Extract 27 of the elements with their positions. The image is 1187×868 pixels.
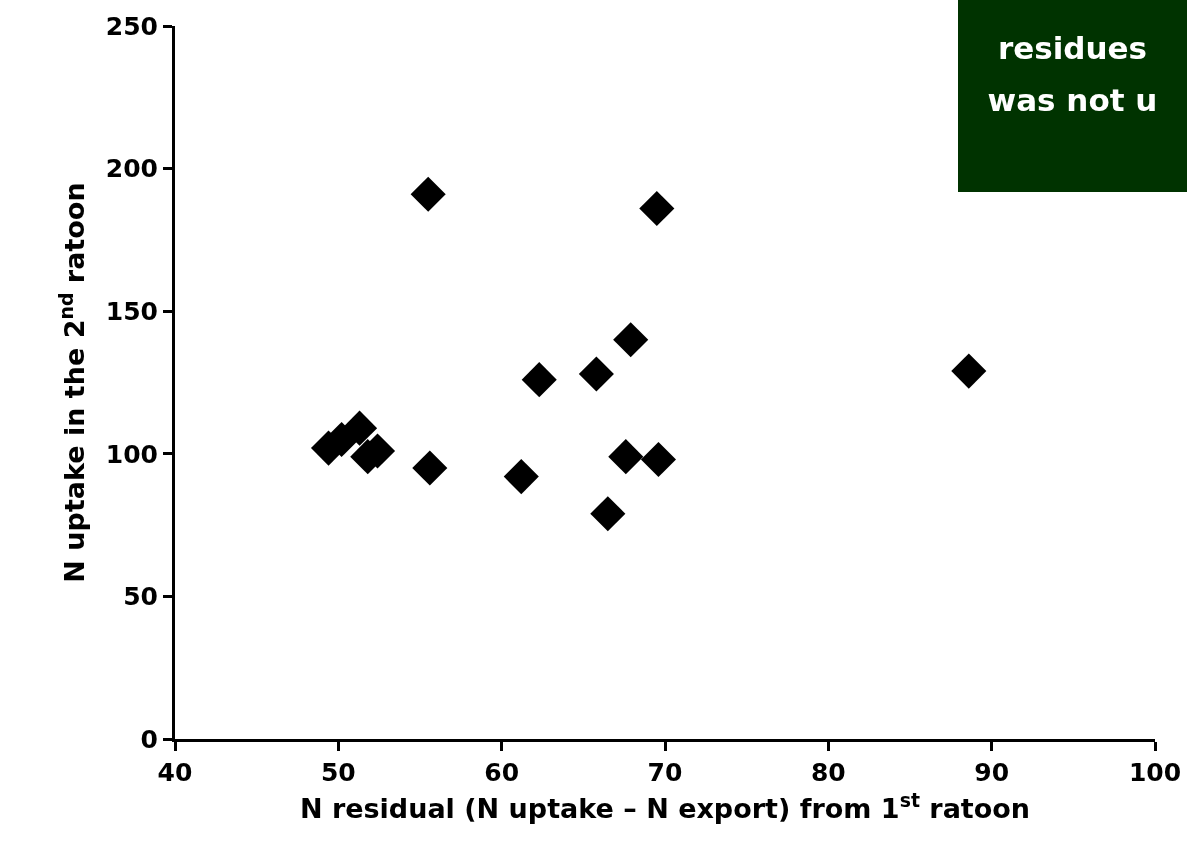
point (608, 439, 644, 475)
y-tick-label: 0 (140, 724, 158, 754)
point (590, 496, 626, 532)
y-tick-label: 150 (105, 296, 158, 326)
x-tick-label: 40 (157, 758, 193, 787)
x-tick-label: 70 (647, 758, 683, 787)
x-axis-title: N residual (N uptake – N export) from 1$^{st}$ ratoon (299, 789, 1031, 825)
point (639, 190, 675, 227)
x-tick-label: 100 (1128, 758, 1182, 787)
x-tick-label: 90 (974, 758, 1010, 787)
text-box: residues was not u (958, 0, 1187, 192)
point (951, 353, 987, 389)
point (410, 176, 446, 212)
point (640, 441, 677, 478)
y-tick-label: 250 (105, 11, 158, 41)
point (521, 362, 557, 398)
point (613, 322, 649, 358)
point (342, 410, 378, 446)
x-tick-label: 80 (810, 758, 846, 787)
point (412, 450, 448, 486)
y-tick-label: 200 (105, 154, 158, 184)
x-tick-label: 50 (320, 758, 356, 787)
x-tick-label: 60 (484, 758, 520, 787)
point (578, 356, 614, 392)
y-tick-label: 50 (123, 582, 158, 612)
point (503, 459, 539, 495)
y-tick-label: 100 (105, 439, 158, 469)
